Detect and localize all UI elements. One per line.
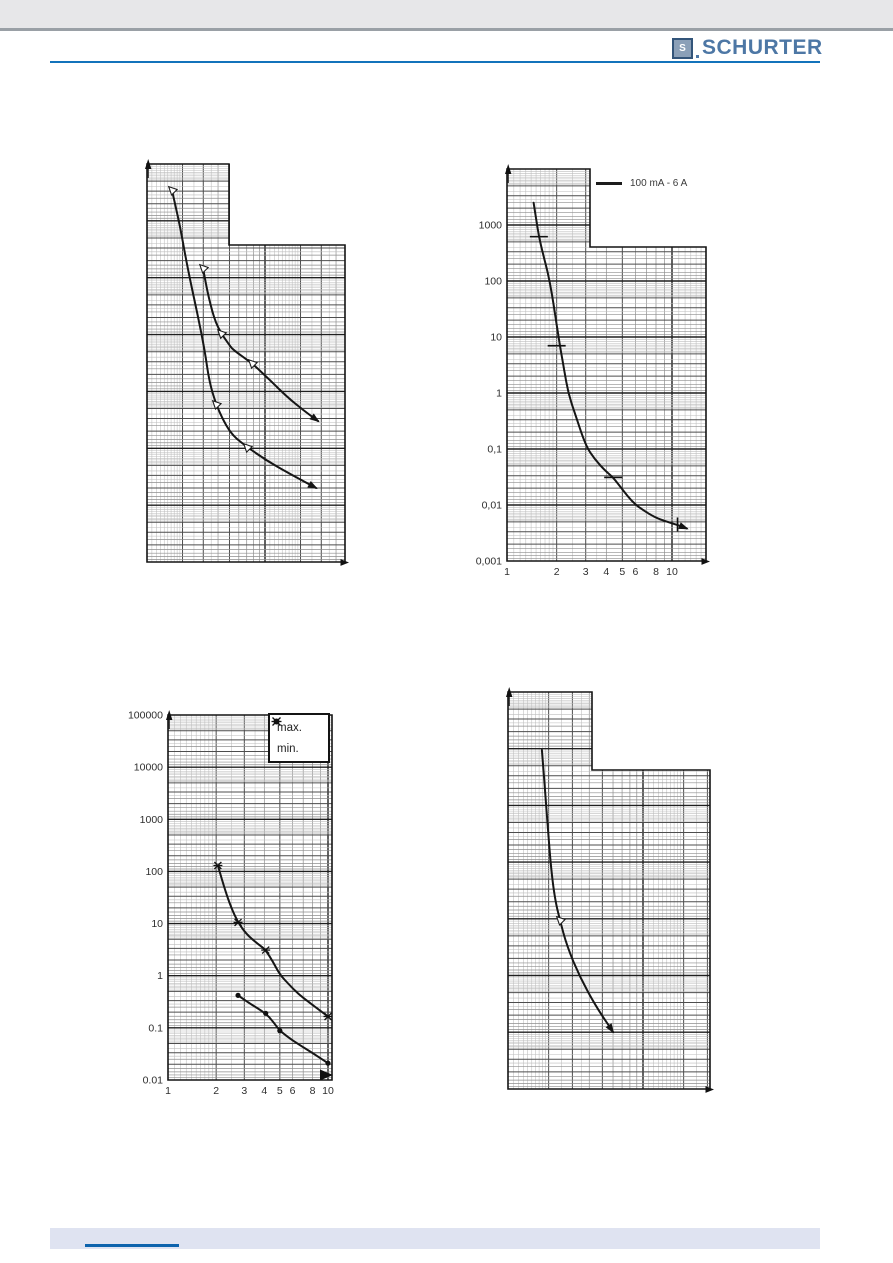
tick-label: 2 — [213, 1085, 219, 1097]
bottom-left-chart-canvas: 1 2 3 4 5 6 8 10 100000 10000 1000 100 10 1 0.1 0.01 — [128, 710, 334, 1098]
legend-label-min: min. — [277, 743, 299, 755]
tick-label: 1000 — [479, 220, 503, 232]
tick-label: 0,001 — [476, 556, 502, 568]
tick-label: 2 — [554, 566, 560, 578]
schurter-logo: S SCHURTER — [672, 36, 823, 60]
top-left-chart-canvas — [145, 159, 349, 566]
tick-label: 100 — [145, 866, 163, 878]
tick-label: 3 — [241, 1085, 247, 1097]
tick-label: 8 — [310, 1085, 316, 1097]
chart-bottom-left: max. min. 1 2 3 4 5 6 8 10 100000 10000 1000 100 10 1… — [122, 703, 348, 1103]
tick-label: 0,1 — [487, 444, 502, 456]
series-max- — [216, 864, 329, 1018]
tick-label: 4 — [261, 1085, 267, 1097]
series-lower-curve — [170, 188, 318, 489]
bottom-right-chart-canvas — [506, 687, 714, 1093]
tick-label: 1000 — [140, 814, 164, 826]
series-upper-curve — [202, 266, 320, 423]
chart-bottom-right — [500, 682, 720, 1097]
tick-label: 4 — [603, 566, 609, 578]
footer-band — [50, 1228, 820, 1249]
tick-label: 1 — [165, 1085, 171, 1097]
tick-label: 100000 — [128, 710, 163, 722]
schurter-logo-mark-icon: S — [672, 37, 693, 59]
tick-label: 1 — [504, 566, 510, 578]
tick-label: 100 — [484, 276, 502, 288]
tick-label: 0.01 — [143, 1074, 164, 1086]
tick-label: 3 — [583, 566, 589, 578]
tick-label: 0.1 — [148, 1022, 163, 1034]
legend-label-max: max. — [277, 722, 302, 734]
tick-label: 8 — [653, 566, 659, 578]
tick-label: 6 — [632, 566, 638, 578]
footer-accent-line — [85, 1244, 179, 1247]
series-100-ma-6-a — [532, 201, 688, 530]
top-right-chart-canvas: 1 2 3 4 5 6 8 10 1000 100 10 1 0,1 0,01 0,001 — [476, 164, 710, 578]
header-blue-rule — [50, 61, 820, 63]
legend-line-swatch — [596, 182, 622, 185]
chart-top-right: 100 mA - 6 A 1 2 3 4 5 6 8 10 1000 100 10 1 0,1 0,01 0… — [465, 159, 725, 579]
tick-label: 10 — [490, 332, 502, 344]
tick-label: 6 — [290, 1085, 296, 1097]
tick-label: 5 — [619, 566, 625, 578]
chart-top-left — [139, 154, 353, 570]
tick-label: 1 — [157, 970, 163, 982]
legend-label: 100 mA - 6 A — [630, 178, 688, 189]
legend-item-max: max. — [271, 717, 323, 734]
tick-label: 10 — [666, 566, 678, 578]
legend-item-min: min. — [273, 718, 323, 755]
legend: 100 mA - 6 A — [596, 178, 687, 189]
logo-dot — [696, 55, 699, 58]
schurter-logo-text: SCHURTER — [702, 36, 823, 59]
legend: max. min. — [268, 713, 330, 763]
tick-label: 0,01 — [482, 500, 503, 512]
top-gray-band — [0, 0, 893, 31]
tick-label: 10 — [322, 1085, 334, 1097]
tick-label: 1 — [496, 388, 502, 400]
min-dot-marker-icon — [273, 718, 280, 725]
tick-label: 10 — [151, 918, 163, 930]
tick-label: 5 — [277, 1085, 283, 1097]
series-curve — [540, 749, 614, 1033]
tick-label: 10000 — [134, 762, 163, 774]
